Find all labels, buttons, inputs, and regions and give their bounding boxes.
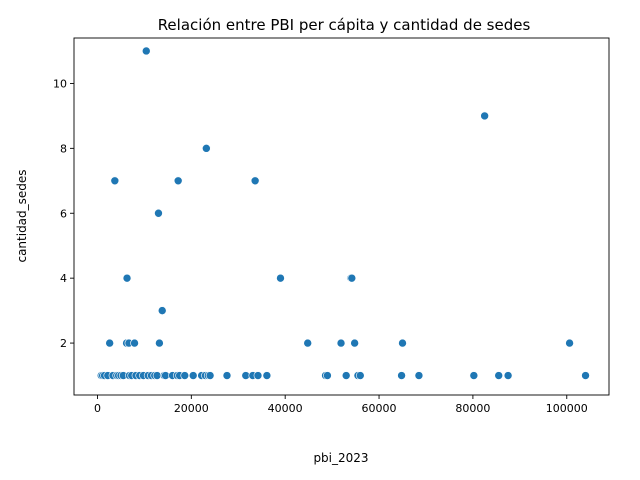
y-axis-label: cantidad_sedes <box>15 169 29 262</box>
scatter-point <box>336 338 346 348</box>
scatter-point <box>188 371 198 380</box>
scatter-point <box>105 338 114 348</box>
y-tick-label: 10 <box>53 77 67 90</box>
scatter-point <box>173 176 183 186</box>
data-points <box>96 46 590 380</box>
x-tick-label: 80000 <box>455 402 490 415</box>
y-tick-label: 2 <box>60 337 67 350</box>
scatter-point <box>414 371 424 380</box>
scatter-point <box>347 273 357 283</box>
scatter-point <box>397 371 406 380</box>
y-tick-label: 8 <box>60 142 67 155</box>
x-axis-label: pbi_2023 <box>313 451 368 465</box>
scatter-point <box>222 371 232 380</box>
scatter-point <box>141 46 151 56</box>
scatter-point <box>155 338 164 348</box>
x-tick-label: 100000 <box>546 402 588 415</box>
chart-title: Relación entre PBI per cápita y cantidad… <box>158 16 531 34</box>
x-tick-label: 0 <box>94 402 101 415</box>
scatter-point <box>253 371 263 380</box>
scatter-point <box>323 371 332 380</box>
scatter-point <box>157 306 167 315</box>
axis-ticks: 0 20000 40000 60000 80000 100000 2 4 6 8 10 <box>53 77 588 415</box>
scatter-point <box>276 273 285 283</box>
scatter-point <box>469 371 479 380</box>
scatter-point <box>350 338 359 348</box>
scatter-point <box>303 338 313 348</box>
scatter-point <box>494 371 504 380</box>
scatter-point <box>250 176 260 186</box>
scatter-point <box>122 273 132 283</box>
scatter-point <box>341 371 351 380</box>
scatter-point <box>130 338 139 348</box>
y-tick-label: 4 <box>60 272 67 285</box>
scatter-point <box>205 371 215 380</box>
x-tick-label: 60000 <box>362 402 397 415</box>
scatter-point <box>480 111 489 121</box>
scatter-point <box>262 371 272 380</box>
x-tick-label: 20000 <box>174 402 209 415</box>
scatter-point <box>503 371 513 380</box>
y-tick-label: 6 <box>60 207 67 220</box>
scatter-point <box>581 371 590 380</box>
scatter-point <box>180 371 190 380</box>
scatter-point <box>110 176 120 186</box>
scatter-point <box>398 338 407 348</box>
x-tick-label: 40000 <box>268 402 303 415</box>
plot-frame <box>73 37 610 396</box>
scatter-point <box>565 338 574 348</box>
scatter-point <box>154 208 163 218</box>
scatter-point <box>202 144 211 153</box>
scatter-point <box>355 371 365 380</box>
